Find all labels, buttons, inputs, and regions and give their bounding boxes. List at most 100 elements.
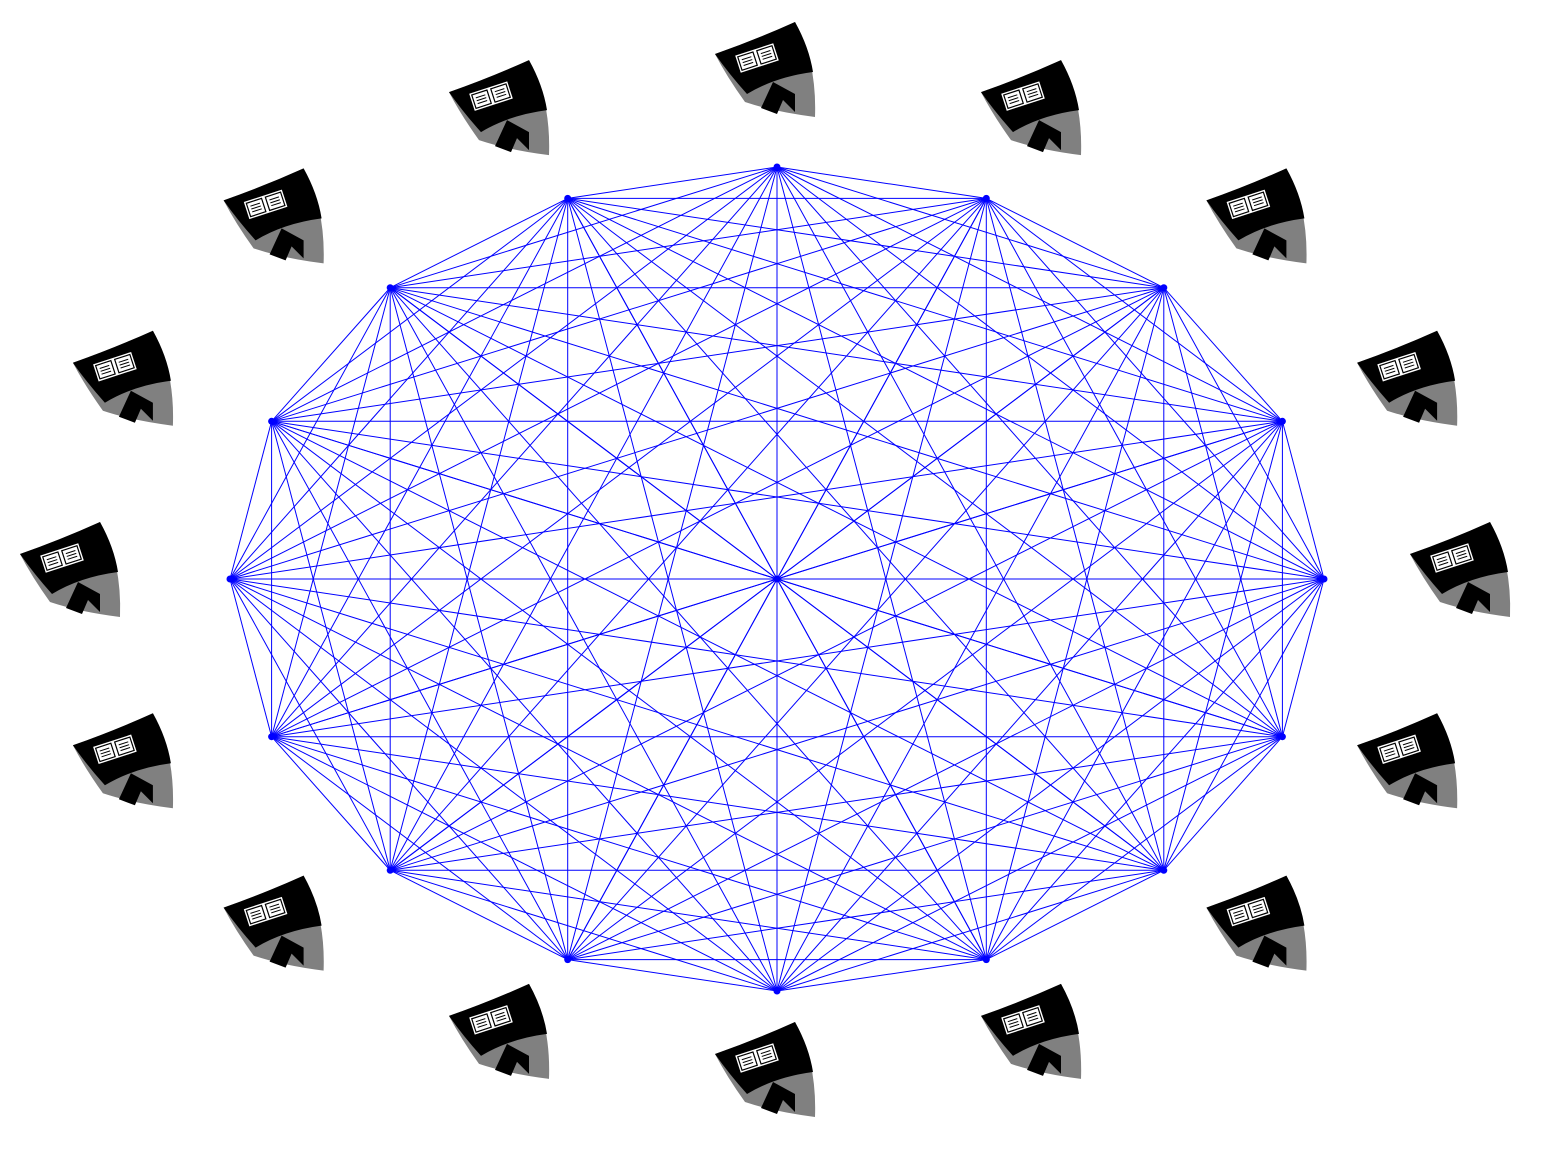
graph-edge	[776, 198, 987, 992]
graph-node	[1278, 417, 1286, 425]
graph-edge	[271, 166, 778, 422]
graph-edge	[389, 197, 568, 289]
graph-edge	[271, 420, 1165, 871]
graph-edge	[986, 869, 1165, 961]
graph-edge	[229, 421, 273, 580]
graph-edge	[567, 869, 1164, 961]
graph-edge	[567, 287, 1165, 960]
graph-edge	[986, 197, 1165, 289]
graph-edge	[776, 166, 1283, 738]
graph-edge	[567, 198, 778, 992]
graph-edge	[229, 578, 273, 737]
graph-edge	[271, 287, 391, 737]
graph-edge	[985, 578, 1325, 960]
graph-edge	[390, 736, 1283, 871]
shield-book-emblem-icon	[1356, 712, 1458, 809]
graph-edge	[567, 959, 778, 992]
graph-edge	[271, 736, 1164, 871]
graph-edge	[271, 736, 778, 992]
graph-node	[1278, 733, 1286, 741]
graph-edge	[271, 578, 1325, 738]
graph-edge	[776, 166, 1283, 422]
graph-edge	[389, 869, 568, 961]
shield-book-emblem-icon	[1409, 521, 1511, 618]
graph-node	[773, 163, 781, 171]
graph-edge	[1281, 578, 1325, 737]
graph-edge	[390, 197, 987, 289]
nodes-layer	[226, 163, 1328, 995]
graph-center-node	[773, 575, 781, 583]
graph-edge	[271, 420, 778, 580]
graph-edge	[567, 198, 778, 580]
graph-edge	[271, 287, 391, 422]
graph-edge	[776, 166, 987, 960]
shield-book-emblem-icon	[1205, 874, 1308, 972]
graph-edge	[389, 198, 987, 871]
graph-edge	[390, 287, 1283, 422]
graph-edge	[389, 287, 569, 960]
graph-edge	[229, 578, 987, 961]
graph-edge	[389, 198, 569, 871]
graph-node	[386, 284, 394, 292]
edges-layer	[229, 166, 1325, 992]
shield-book-emblem-icon	[1356, 330, 1458, 427]
graph-edge	[567, 198, 1165, 871]
graph-node	[386, 866, 394, 874]
graph-edge	[271, 287, 1164, 422]
graph-edge	[390, 287, 1325, 580]
graph-node	[226, 575, 234, 583]
shield-book-emblem-icon	[72, 330, 174, 427]
graph-edge	[229, 420, 1283, 580]
graph-node	[564, 194, 572, 202]
graph-node	[1160, 866, 1168, 874]
shield-book-emblem-icon	[714, 21, 816, 118]
graph-edge	[1163, 287, 1283, 737]
graph-edge	[567, 197, 1283, 422]
graph-edge	[985, 198, 1325, 580]
graph-edge	[776, 287, 1165, 580]
graph-edge	[229, 197, 987, 580]
graph-edge	[776, 578, 987, 960]
shield-book-emblem-icon	[980, 983, 1082, 1080]
graph-edge	[985, 198, 1165, 871]
graph-edge	[229, 578, 1283, 738]
graph-edge	[567, 198, 1283, 738]
graph-edge	[776, 420, 1283, 580]
graph-edge	[389, 420, 1283, 871]
graph-edge	[567, 197, 1164, 289]
graph-edge	[776, 198, 987, 580]
graph-edge	[776, 959, 987, 992]
graph-edge	[567, 197, 1325, 580]
graph-edge	[776, 736, 1283, 992]
shield-book-emblem-icon	[19, 521, 121, 618]
shield-book-emblem-icon	[448, 59, 550, 156]
shield-book-emblem-icon	[714, 1021, 816, 1118]
graph-edge	[776, 578, 1283, 738]
graph-edge	[567, 166, 778, 960]
graph-node	[1160, 284, 1168, 292]
graph-edge	[271, 736, 391, 871]
graph-edge	[1163, 287, 1283, 422]
shield-book-emblem-icon	[223, 167, 325, 264]
graph-edge	[271, 287, 1165, 738]
graph-edge	[271, 166, 778, 738]
graph-edge	[229, 198, 569, 580]
graph-edge	[567, 578, 1325, 961]
shield-book-emblem-icon	[448, 983, 550, 1080]
graph-node	[773, 987, 781, 995]
shield-book-emblem-icon	[223, 874, 325, 972]
shield-book-emblem-icon	[980, 59, 1082, 156]
graph-edge	[389, 578, 778, 871]
graph-edge	[271, 421, 391, 871]
graph-node	[268, 733, 276, 741]
graph-edge	[271, 420, 1325, 580]
graph-edge	[567, 578, 778, 960]
graph-edge	[389, 287, 1283, 738]
shield-book-emblem-icon	[72, 712, 174, 809]
graph-edge	[567, 166, 778, 199]
graph-edge	[776, 578, 1165, 871]
graph-node	[1320, 575, 1328, 583]
graph-edge	[1281, 421, 1325, 580]
